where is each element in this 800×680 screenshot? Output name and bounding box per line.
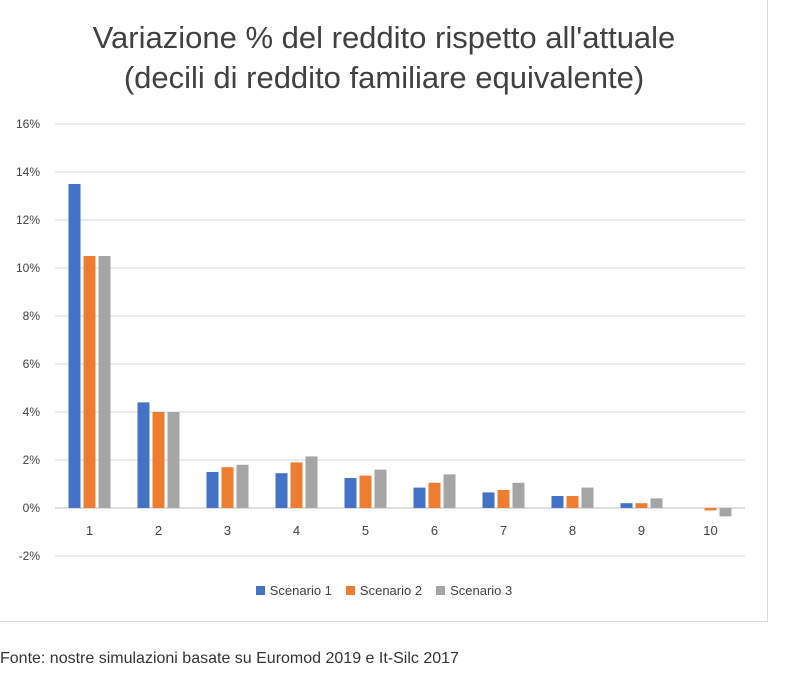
source-note: Fonte: nostre simulazioni basate su Euro… [0,650,459,667]
bar-scenario-1-decile-9 [620,503,633,508]
legend: Scenario 1 Scenario 2 Scenario 3 [0,583,768,598]
legend-label-scenario-3: Scenario 3 [450,583,513,598]
bar-scenario-2-decile-6 [428,482,441,508]
x-tick-label: 8 [569,523,576,538]
y-tick-label: 6% [23,357,41,371]
bar-scenario-3-decile-7 [512,482,525,508]
bar-scenario-3-decile-6 [443,474,456,508]
bar-scenario-1-decile-8 [551,496,564,508]
bar-scenario-2-decile-3 [221,467,234,508]
legend-item-scenario-2: Scenario 2 [345,583,423,598]
bar-scenario-1-decile-6 [413,487,426,508]
bar-scenario-3-decile-10 [719,508,732,517]
bar-scenario-1-decile-1 [68,184,81,508]
bar-scenario-3-decile-2 [167,412,180,508]
legend-item-scenario-1: Scenario 1 [255,583,332,598]
x-tick-label: 4 [293,523,300,538]
bar-scenario-1-decile-4 [275,473,288,508]
x-tick-label: 7 [500,523,507,538]
y-tick-label: 12% [16,213,40,227]
legend-swatch-scenario-3 [436,586,446,595]
bar-scenario-1-decile-3 [206,472,219,508]
bar-scenario-2-decile-2 [152,412,165,508]
y-tick-label: 16% [16,117,40,131]
y-tick-label: 0% [23,501,41,515]
y-tick-label: 4% [23,405,41,419]
x-tick-label: 1 [86,523,93,538]
x-tick-label: 6 [431,523,438,538]
x-tick-label: 9 [638,523,645,538]
y-tick-label: 10% [16,261,40,275]
bar-scenario-2-decile-10 [704,508,717,511]
bar-scenario-3-decile-4 [305,456,318,508]
bar-scenario-3-decile-1 [98,256,111,508]
chart-frame [0,0,768,622]
bar-scenario-2-decile-7 [497,490,510,508]
y-tick-label: 8% [23,309,41,323]
bar-scenario-2-decile-1 [83,256,96,508]
bar-scenario-2-decile-8 [566,496,579,508]
legend-label-scenario-1: Scenario 1 [269,583,332,598]
chart-title-line2: (decili di reddito familiare equivalente… [123,60,645,95]
bar-scenario-1-decile-7 [482,492,495,508]
bar-scenario-1-decile-5 [344,478,357,508]
x-tick-label: 3 [224,523,231,538]
bar-scenario-2-decile-9 [635,503,648,508]
x-tick-label: 5 [362,523,369,538]
legend-item-scenario-3: Scenario 3 [436,583,512,598]
bar-scenario-3-decile-5 [374,469,387,508]
bar-scenario-3-decile-8 [581,487,594,508]
legend-label-scenario-2: Scenario 2 [359,583,423,598]
y-tick-label: 14% [16,165,40,179]
x-tick-label: 2 [155,523,162,538]
x-tick-label: 10 [703,523,717,538]
bar-scenario-2-decile-4 [290,462,303,508]
chart-title: Variazione % del reddito rispetto all'at… [0,18,768,98]
bar-scenario-2-decile-5 [359,475,372,508]
y-tick-label: -2% [19,549,41,563]
bar-scenario-1-decile-2 [137,402,150,508]
bar-scenario-3-decile-3 [236,464,249,508]
legend-swatch-scenario-1 [255,586,265,595]
y-tick-label: 2% [23,453,41,467]
bar-scenario-3-decile-9 [650,498,663,508]
chart-title-line1: Variazione % del reddito rispetto all'at… [92,20,676,55]
legend-swatch-scenario-2 [345,586,355,595]
